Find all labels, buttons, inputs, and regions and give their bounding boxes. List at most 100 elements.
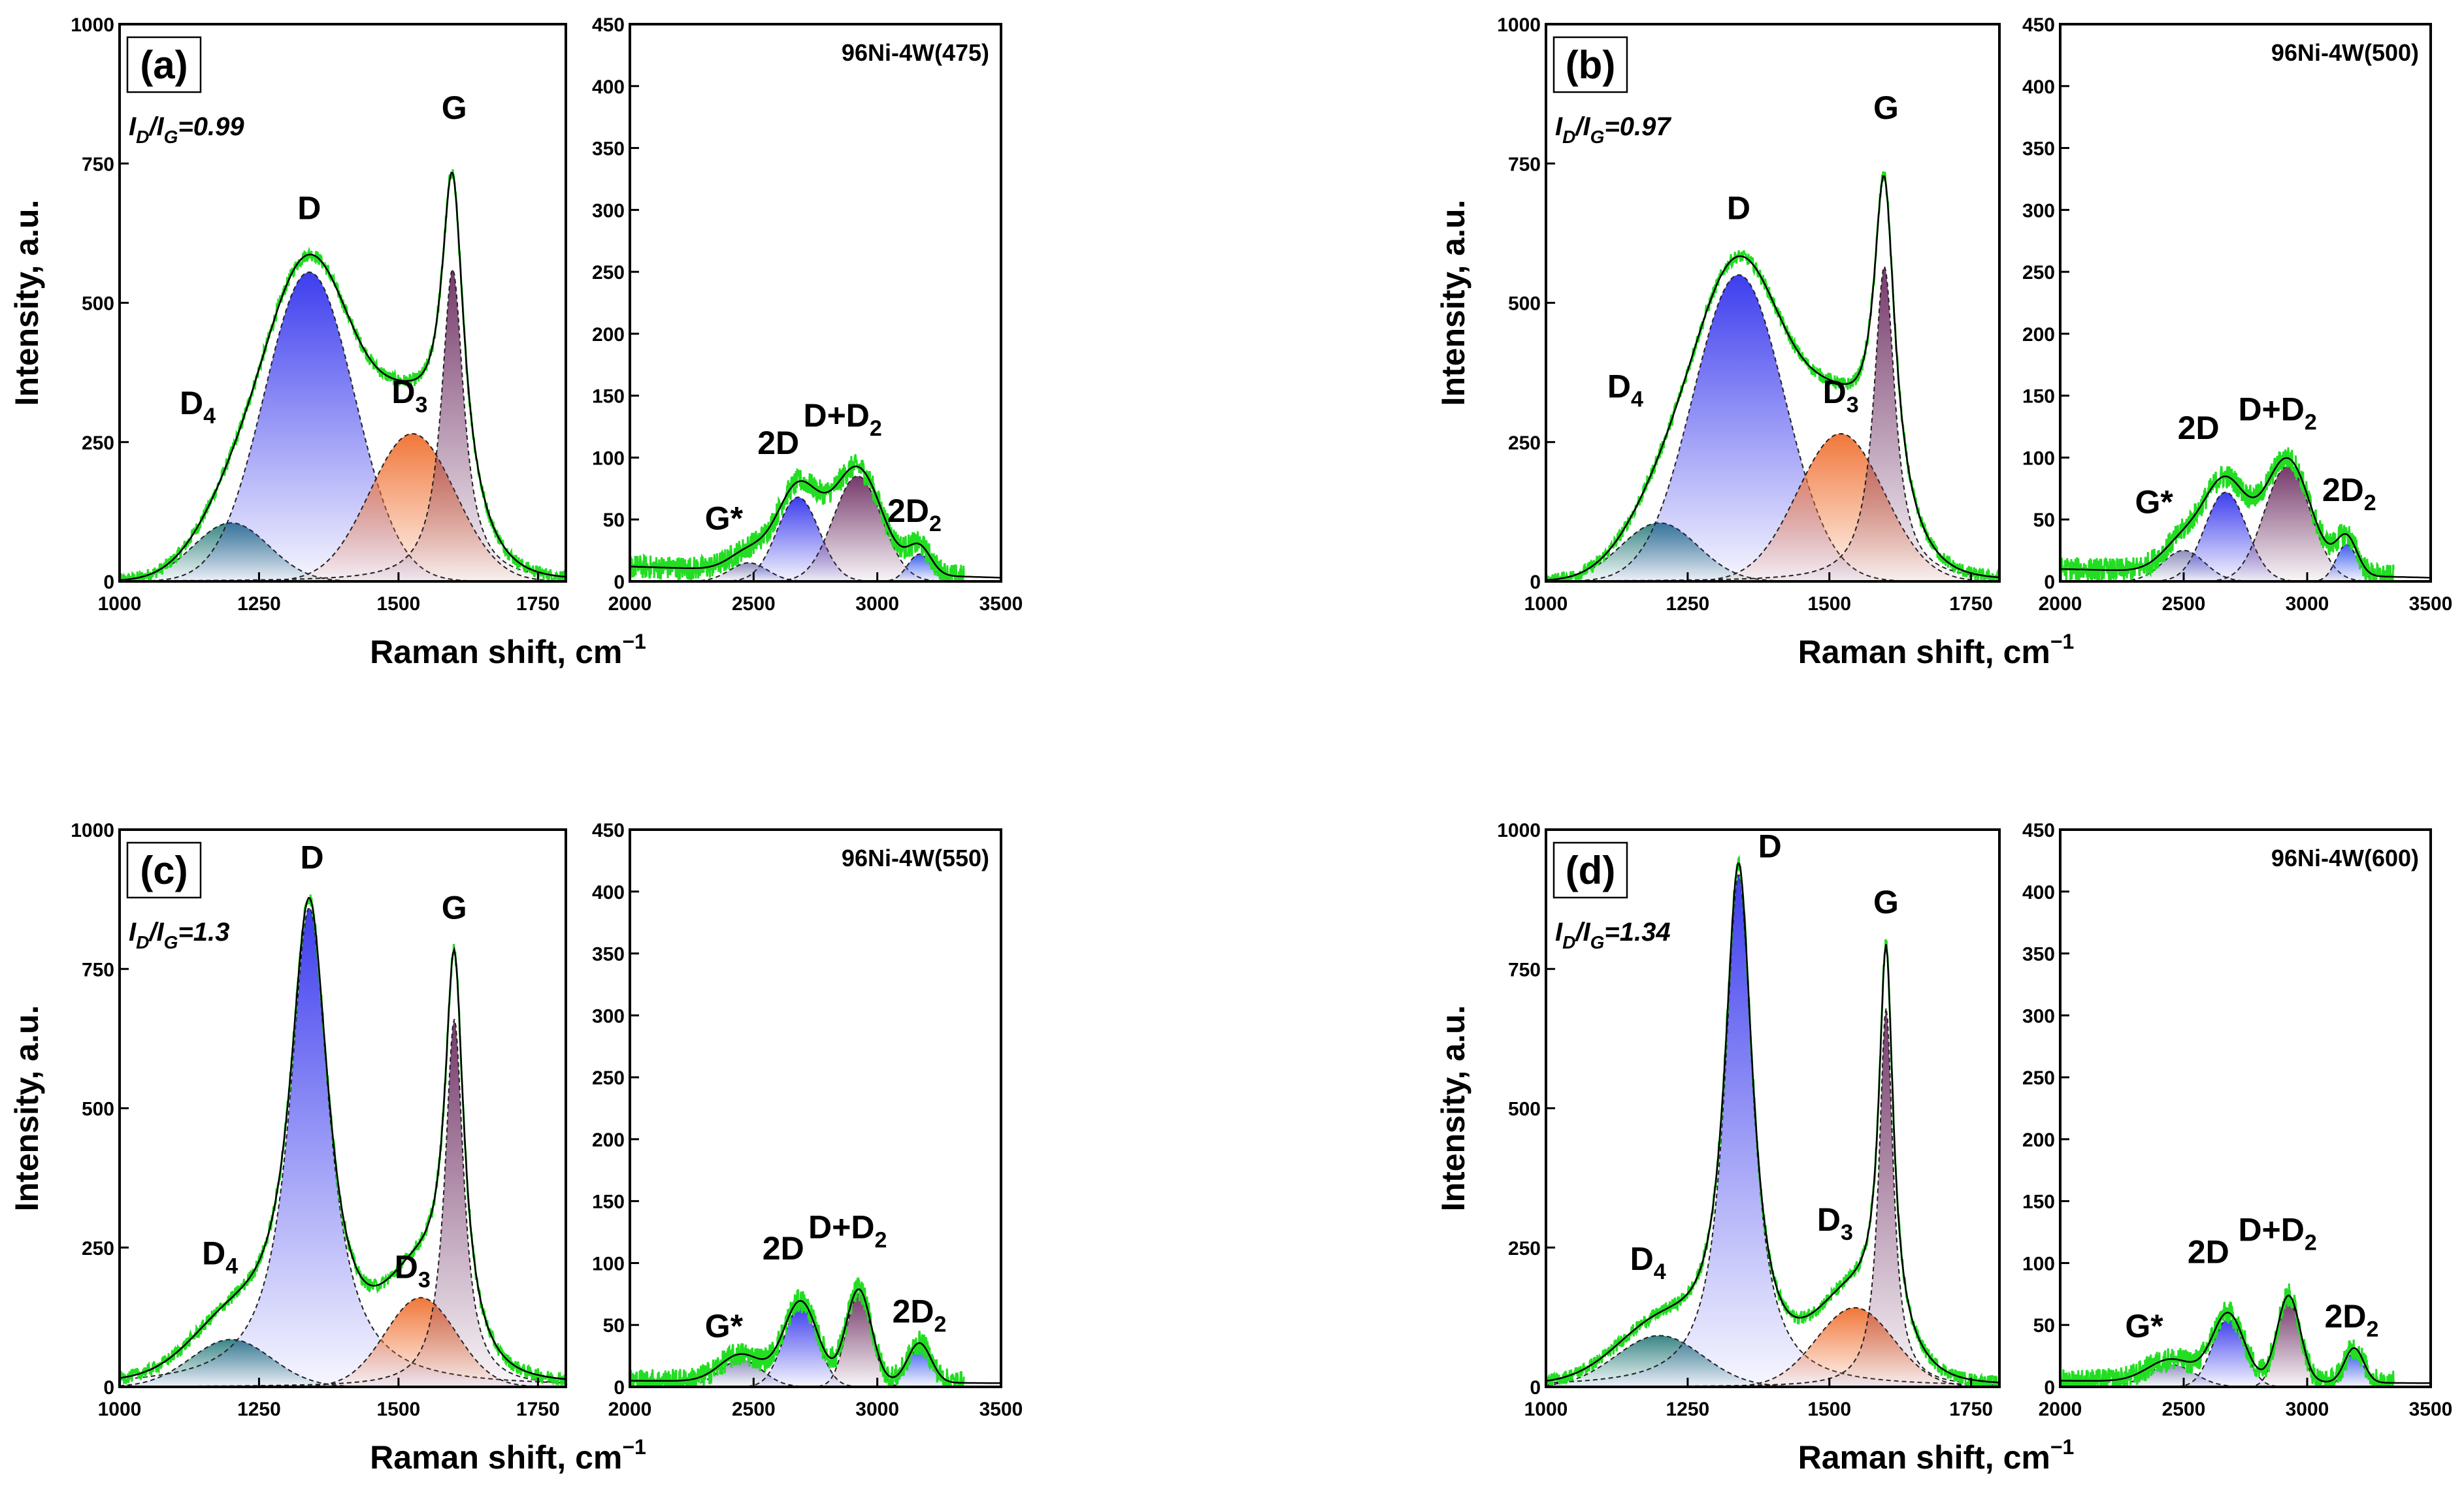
peak-label-D: D xyxy=(1758,828,1782,865)
plot-panel-right-0: 2000 2500 3000 3500 0 50 100 150 200 250 300 350 400… xyxy=(592,14,1023,615)
y-tick-label: 350 xyxy=(592,944,625,966)
panel-letter: (a) xyxy=(140,43,188,87)
x-axis-title: Raman shift, cm−1 xyxy=(370,1435,646,1476)
y-tick-label: 100 xyxy=(2022,447,2055,469)
x-tick-label: 1000 xyxy=(1524,593,1568,615)
panel-letter-box xyxy=(126,841,202,899)
y-tick-label: 450 xyxy=(592,820,625,841)
x-tick-label: 1000 xyxy=(98,593,142,615)
id-ig-ratio: ID/IG=1.34 xyxy=(1555,918,1671,952)
x-tick-label: 1000 xyxy=(98,1399,142,1420)
peak-label-D4: D4 xyxy=(202,1235,238,1278)
peak-fill-Gstar xyxy=(630,1359,1001,1387)
id-ig-ratio: ID/IG=1.3 xyxy=(129,918,229,952)
x-tick-label: 2000 xyxy=(2039,1399,2082,1420)
x-tick-label: 2000 xyxy=(608,1399,652,1420)
peak-label-Gstar: G* xyxy=(705,500,744,536)
y-tick-label: 750 xyxy=(82,959,114,981)
x-tick-label: 2000 xyxy=(2039,593,2082,615)
measured-spectrum xyxy=(1546,171,1999,581)
x-tick-label: 1500 xyxy=(377,1399,421,1420)
y-tick-label: 200 xyxy=(592,324,625,346)
peak-label-DD2: D+D2 xyxy=(2238,1211,2316,1255)
x-tick-label: 3000 xyxy=(855,1399,899,1420)
y-tick-label: 400 xyxy=(592,882,625,903)
y-tick-label: 750 xyxy=(1508,959,1541,981)
peak-fill-2D xyxy=(2060,492,2431,581)
plot-panel-right-2: 2000 2500 3000 3500 0 50 100 150 200 250 300 350 400… xyxy=(592,820,1023,1420)
y-axis-title: Intensity, a.u. xyxy=(8,1005,45,1212)
x-tick-label: 2500 xyxy=(2162,593,2206,615)
panel-letter-box xyxy=(1552,841,1628,899)
peak-label-Gstar: G* xyxy=(2135,484,2173,521)
measured-spectrum xyxy=(2060,1283,2395,1387)
x-tick-label: 3500 xyxy=(2409,1399,2453,1420)
peak-fill-G xyxy=(1546,267,1999,581)
fit-curve xyxy=(2060,457,2431,579)
y-tick-label: 0 xyxy=(2044,1377,2055,1399)
y-tick-label: 250 xyxy=(82,1238,114,1259)
x-tick-label: 1750 xyxy=(1949,593,1993,615)
peak-label-2D2: 2D2 xyxy=(2322,472,2376,515)
measured-spectrum xyxy=(630,454,965,581)
y-axis-title: Intensity, a.u. xyxy=(1435,200,1471,406)
panel-letter-box xyxy=(1552,36,1628,93)
peak-label-2D: 2D xyxy=(2178,410,2220,446)
x-tick-label: 1250 xyxy=(237,593,281,615)
x-tick-label: 2500 xyxy=(732,1399,776,1420)
x-tick-label: 3000 xyxy=(2286,593,2329,615)
peak-label-G: G xyxy=(1873,89,1899,126)
x-tick-label: 3500 xyxy=(979,593,1023,615)
y-tick-label: 450 xyxy=(2022,820,2055,841)
y-tick-label: 250 xyxy=(592,1067,625,1089)
x-tick-label: 1250 xyxy=(1666,593,1710,615)
fit-curve xyxy=(120,897,566,1380)
peak-label-2D2: 2D2 xyxy=(893,1293,947,1337)
panel-letter-box xyxy=(126,36,202,93)
peak-fill-G xyxy=(1546,1008,1999,1387)
peak-label-2D: 2D xyxy=(763,1230,804,1267)
sample-label: 96Ni-4W(600) xyxy=(2271,845,2419,871)
id-ig-ratio: ID/IG=0.97 xyxy=(1555,112,1671,147)
sample-label: 96Ni-4W(500) xyxy=(2271,39,2419,66)
y-tick-label: 350 xyxy=(2022,138,2055,160)
y-tick-label: 250 xyxy=(2022,262,2055,284)
y-tick-label: 0 xyxy=(2044,572,2055,593)
peak-label-2D2: 2D2 xyxy=(2325,1298,2379,1342)
x-tick-label: 3500 xyxy=(2409,593,2453,615)
y-tick-label: 500 xyxy=(1508,293,1541,315)
y-tick-label: 0 xyxy=(1530,1377,1541,1399)
y-tick-label: 50 xyxy=(603,510,625,531)
y-tick-label: 0 xyxy=(614,572,625,593)
fit-curve xyxy=(1546,175,1999,581)
y-axis-title: Intensity, a.u. xyxy=(1435,1005,1471,1212)
x-tick-label: 3000 xyxy=(855,593,899,615)
y-tick-label: 0 xyxy=(614,1377,625,1399)
peak-label-G: G xyxy=(1873,884,1899,920)
y-tick-label: 50 xyxy=(2033,510,2055,531)
y-tick-label: 0 xyxy=(1530,572,1541,593)
x-tick-label: 1500 xyxy=(1807,593,1851,615)
y-tick-label: 250 xyxy=(1508,432,1541,454)
peak-label-DD2: D+D2 xyxy=(803,397,881,441)
y-tick-label: 50 xyxy=(2033,1315,2055,1337)
y-tick-label: 1000 xyxy=(1497,14,1541,36)
y-tick-label: 1000 xyxy=(1497,820,1541,841)
y-tick-label: 100 xyxy=(592,447,625,469)
y-tick-label: 250 xyxy=(2022,1067,2055,1089)
sample-label: 96Ni-4W(475) xyxy=(842,39,989,66)
peak-label-D4: D4 xyxy=(1607,368,1643,412)
peak-label-DD2: D+D2 xyxy=(808,1209,887,1253)
sample-label: 96Ni-4W(550) xyxy=(842,845,989,871)
y-tick-label: 0 xyxy=(103,1377,114,1399)
x-tick-label: 2000 xyxy=(608,593,652,615)
y-tick-label: 250 xyxy=(82,432,114,454)
peak-fill-G xyxy=(120,1019,566,1387)
x-axis-title: Raman shift, cm−1 xyxy=(1798,630,2075,670)
x-tick-label: 1500 xyxy=(377,593,421,615)
y-tick-label: 300 xyxy=(592,1005,625,1027)
peak-fill-Gstar xyxy=(2060,550,2431,581)
y-tick-label: 150 xyxy=(592,386,625,408)
y-tick-label: 100 xyxy=(2022,1253,2055,1275)
